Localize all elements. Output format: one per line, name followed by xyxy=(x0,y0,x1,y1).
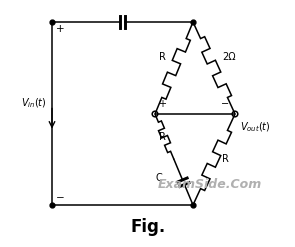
Text: R: R xyxy=(159,132,166,142)
Text: −: − xyxy=(56,193,65,203)
Text: $V_{in}(t)$: $V_{in}(t)$ xyxy=(21,97,47,110)
Text: +: + xyxy=(56,24,65,34)
Text: Fig.: Fig. xyxy=(130,218,165,236)
Text: R: R xyxy=(159,52,166,62)
Text: R: R xyxy=(222,155,229,165)
Text: $V_{out}(t)$: $V_{out}(t)$ xyxy=(240,120,271,134)
Text: C: C xyxy=(155,173,162,183)
Text: ExamSide.Com: ExamSide.Com xyxy=(158,179,262,191)
Text: 2Ω: 2Ω xyxy=(222,52,236,62)
Text: −: − xyxy=(221,99,229,109)
Text: +: + xyxy=(158,99,166,109)
